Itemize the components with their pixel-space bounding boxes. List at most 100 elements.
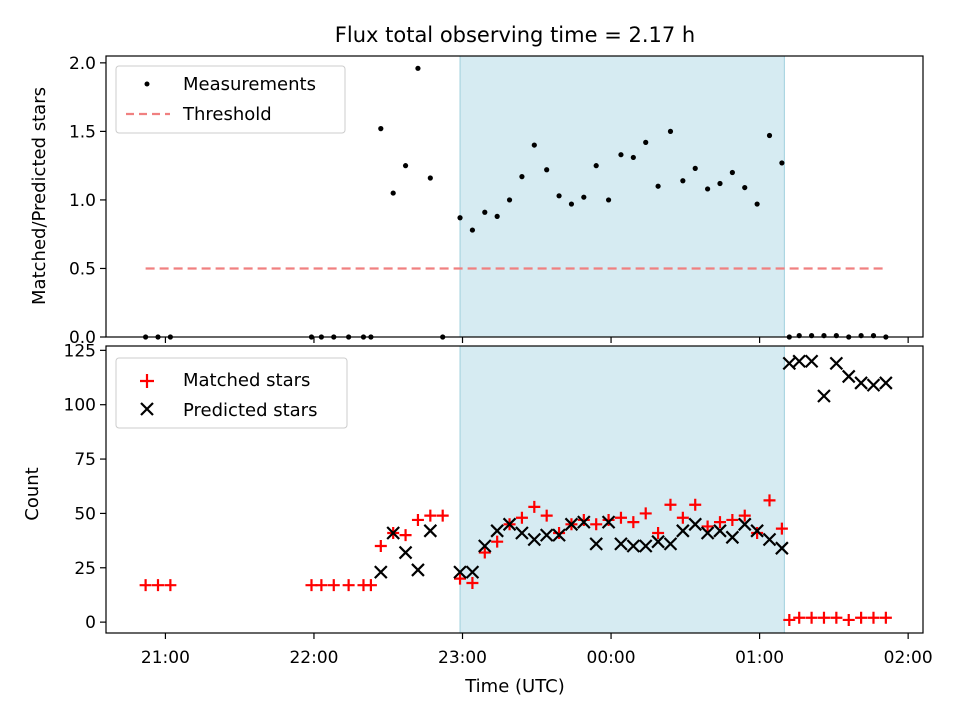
predicted-stars-point <box>465 565 480 579</box>
measurement-point <box>568 201 575 207</box>
matched-stars-point <box>751 526 764 539</box>
y-tick-label: 1.0 <box>69 191 96 211</box>
predicted-stars-point <box>577 515 591 529</box>
bottom-panel: 0 25 50 75 100 125 21:00 22:00 23:00 00:00 01:00 0… <box>22 341 933 697</box>
x-tick-label: 02:00 <box>884 648 933 668</box>
measurement-point <box>494 213 500 219</box>
y-tick-label: 50 <box>74 504 96 524</box>
matched-stars-point <box>315 579 328 592</box>
top-panel-ylabel: Matched/Predicted stars <box>29 87 50 305</box>
measurement-point <box>469 227 476 233</box>
matched-stars-point <box>590 518 603 531</box>
matched-stars-point <box>738 509 751 522</box>
measurement-point <box>630 154 636 161</box>
matched-stars-point <box>726 513 739 526</box>
x-tick-label: 21:00 <box>141 648 190 668</box>
matched-stars-point <box>805 611 818 624</box>
measurement-point <box>531 142 537 148</box>
matched-stars-point <box>327 579 340 592</box>
predicted-stars-point <box>866 378 881 392</box>
legend-threshold-label: Threshold <box>182 104 272 125</box>
predicted-stars-point <box>398 545 413 560</box>
y-tick-label: 125 <box>64 341 96 361</box>
matched-stars-point <box>553 526 566 539</box>
predicted-stars-point <box>386 526 400 540</box>
predicted-stars-point <box>700 526 715 540</box>
measurement-point <box>506 197 513 203</box>
matched-stars-point <box>454 572 467 585</box>
top-legend-box <box>115 65 346 134</box>
measurement-point <box>717 180 723 187</box>
predicted-stars-point <box>564 517 579 532</box>
predicted-stars-point <box>792 354 806 368</box>
predicted-stars-point <box>502 517 517 532</box>
bottom-panel-frame <box>105 345 924 634</box>
y-tick-label: 100 <box>64 396 96 416</box>
y-tick-label: 0.5 <box>69 259 96 279</box>
matched-stars-point <box>664 498 677 511</box>
matched-stars-point <box>842 613 855 626</box>
predicted-stars-point <box>804 354 819 368</box>
matched-stars-point <box>466 576 479 589</box>
measurement-point <box>680 178 686 184</box>
measurement-point <box>390 190 396 196</box>
predicted-stars-point <box>423 524 438 538</box>
matched-stars-point <box>879 611 892 624</box>
matched-stars-point <box>701 520 714 533</box>
measurement-point <box>415 65 421 71</box>
matched-stars-point <box>151 579 164 592</box>
bottom-panel-ylabel: Count <box>22 467 43 520</box>
top-panel-frame <box>105 55 924 338</box>
predicted-stars-point <box>614 537 628 551</box>
legend-measurements-marker <box>144 81 150 87</box>
matched-stars-point <box>374 540 387 553</box>
predicted-stars-point <box>453 565 467 579</box>
y-tick-label: 75 <box>74 450 96 470</box>
bottom-legend-box <box>115 357 348 429</box>
matched-stars-point <box>478 546 491 559</box>
legend-predicted-marker <box>140 402 154 416</box>
measurement-point <box>556 193 562 199</box>
predicted-stars-point <box>374 565 388 579</box>
observing-interval-shade <box>459 55 785 338</box>
predicted-stars-point <box>737 517 752 532</box>
matched-stars-point <box>491 535 504 548</box>
predicted-stars-point <box>829 356 844 371</box>
figure-title: Flux total observing time = 2.17 h <box>335 23 695 47</box>
legend-predicted-label: Predicted stars <box>183 400 317 421</box>
y-tick-label: 2.0 <box>69 54 96 74</box>
x-tick-label: 23:00 <box>438 648 487 668</box>
matched-stars-point <box>783 613 796 626</box>
matched-stars-point <box>689 498 702 511</box>
predicted-stars-point <box>626 539 641 553</box>
measurement-point <box>754 201 760 207</box>
predicted-stars-point <box>782 356 797 371</box>
measurement-point <box>593 163 599 169</box>
measurement-point <box>427 175 433 181</box>
matched-stars-point <box>164 579 177 592</box>
legend-measurements-label: Measurements <box>183 74 316 95</box>
matched-stars-point <box>436 509 449 522</box>
predicted-stars-point <box>490 524 504 538</box>
predicted-stars-point <box>854 376 868 390</box>
y-tick-label: 0 <box>85 613 96 633</box>
matched-stars-point <box>364 579 377 592</box>
predicted-stars-point <box>527 532 542 547</box>
measurement-point <box>618 152 624 158</box>
matched-stars-point <box>515 511 528 524</box>
predicted-stars-point <box>478 539 492 553</box>
measurement-point <box>457 215 463 221</box>
matched-stars-point <box>411 513 424 526</box>
measurement-point <box>766 132 773 139</box>
y-tick-label: 0.0 <box>69 328 96 348</box>
x-tick-label: 00:00 <box>587 648 636 668</box>
measurement-point <box>779 160 785 166</box>
measurement-point <box>705 186 711 192</box>
matched-stars-point <box>855 611 868 624</box>
matched-stars-point <box>639 507 652 520</box>
predicted-stars-point <box>750 524 764 538</box>
matched-stars-point <box>602 513 615 526</box>
x-tick-label: 22:00 <box>289 648 338 668</box>
matched-stars-point <box>676 511 689 524</box>
matched-stars-point <box>830 611 843 624</box>
